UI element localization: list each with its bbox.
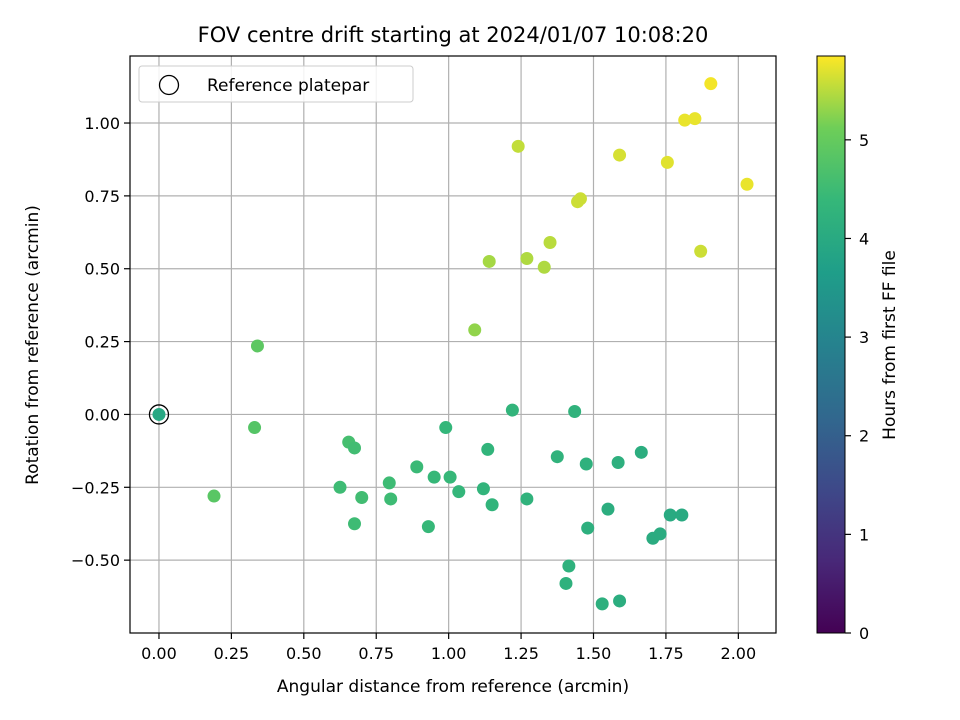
data-point — [333, 480, 347, 494]
reference-data-point — [152, 407, 166, 421]
data-point — [348, 517, 362, 531]
data-point — [568, 405, 582, 419]
y-tick-label: 0.50 — [84, 260, 120, 279]
data-point — [653, 527, 667, 541]
y-tick-label: 1.00 — [84, 114, 120, 133]
data-point — [427, 470, 441, 484]
data-point — [207, 489, 221, 503]
data-point — [634, 445, 648, 459]
x-tick-label: 1.50 — [576, 644, 612, 663]
colorbar-tick-label: 3 — [859, 328, 869, 347]
data-point — [537, 260, 551, 274]
data-point — [663, 508, 677, 522]
data-point — [511, 139, 525, 153]
data-points — [207, 77, 754, 611]
chart-title: FOV centre drift starting at 2024/01/07 … — [198, 23, 709, 47]
colorbar-tick-label: 1 — [859, 525, 869, 544]
data-point — [611, 456, 625, 470]
x-tick-label: 0.00 — [141, 644, 177, 663]
data-point — [675, 508, 689, 522]
plot-frame — [129, 55, 777, 634]
data-point — [439, 421, 453, 435]
data-point — [704, 77, 718, 91]
data-point — [410, 460, 424, 474]
data-point — [694, 244, 708, 258]
data-point — [740, 177, 754, 191]
data-point — [660, 155, 674, 169]
data-point — [476, 482, 490, 496]
data-point — [505, 403, 519, 417]
data-point — [573, 192, 587, 206]
data-point — [579, 457, 593, 471]
colorbar-label: Hours from first FF file — [880, 250, 900, 440]
data-point — [613, 594, 627, 608]
x-tick-label: 0.75 — [358, 644, 394, 663]
data-point — [482, 254, 496, 268]
data-point — [613, 148, 627, 162]
colorbar-ticks: 0 1 2 3 4 5 — [845, 131, 869, 643]
data-point — [559, 576, 573, 590]
data-point — [550, 450, 564, 464]
y-tick-label: 0.75 — [84, 187, 120, 206]
data-point — [520, 492, 534, 506]
data-point — [595, 597, 609, 611]
y-tick-label: 0.00 — [84, 405, 120, 424]
x-tick-label: 0.25 — [214, 644, 250, 663]
y-tick-label: −0.50 — [71, 551, 120, 570]
data-point — [688, 112, 702, 126]
data-point — [520, 252, 534, 266]
colorbar-gradient — [816, 55, 846, 634]
x-axis-ticks: 0.00 0.25 0.50 0.75 1.00 1.25 1.50 1.75 2.00 — [141, 633, 756, 663]
data-point — [382, 476, 396, 490]
y-tick-label: 0.25 — [84, 333, 120, 352]
data-point — [452, 485, 466, 499]
data-point — [421, 520, 435, 534]
reference-marker-layer — [148, 404, 170, 425]
colorbar: 0 1 2 3 4 5 Hours from first FF file — [816, 55, 900, 643]
data-point — [581, 521, 595, 535]
data-point — [250, 339, 264, 353]
data-point — [355, 490, 369, 504]
reference-platepar-marker — [148, 404, 170, 425]
colorbar-tick-label: 0 — [859, 624, 869, 643]
colorbar-tick-label: 2 — [859, 427, 869, 446]
colorbar-tick-label: 4 — [859, 229, 869, 248]
x-tick-label: 0.50 — [286, 644, 322, 663]
legend: Reference platepar — [138, 65, 414, 103]
y-tick-label: −0.25 — [71, 478, 120, 497]
legend-reference-marker — [158, 74, 180, 96]
y-axis-label: Rotation from reference (arcmin) — [23, 205, 43, 485]
data-point — [248, 421, 262, 435]
data-point — [543, 236, 557, 250]
x-tick-label: 1.00 — [431, 644, 467, 663]
data-point — [348, 441, 362, 455]
data-point — [384, 492, 398, 506]
data-point — [481, 442, 495, 456]
legend-entry-reference: Reference platepar — [207, 76, 369, 96]
data-point — [468, 323, 482, 337]
data-point — [485, 498, 499, 512]
x-tick-label: 2.00 — [721, 644, 757, 663]
y-axis-ticks: 1.00 0.75 0.50 0.25 0.00 −0.25 −0.50 — [71, 114, 130, 570]
data-point — [678, 113, 692, 127]
colorbar-tick-label: 5 — [859, 131, 869, 150]
data-point — [443, 470, 457, 484]
x-tick-label: 1.25 — [503, 644, 539, 663]
grid — [130, 56, 776, 633]
data-point — [562, 559, 576, 573]
x-axis-label: Angular distance from reference (arcmin) — [277, 677, 629, 697]
x-tick-label: 1.75 — [648, 644, 684, 663]
data-point — [601, 502, 615, 516]
legend-box — [138, 65, 414, 103]
